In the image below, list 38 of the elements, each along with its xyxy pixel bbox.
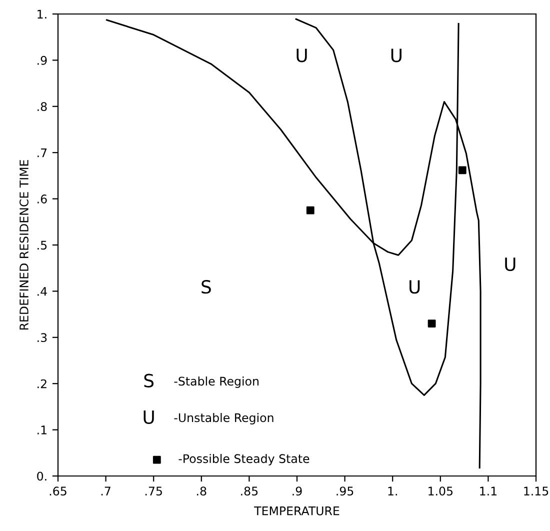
y-tick-label: .2 bbox=[38, 379, 46, 388]
y-tick-label: .3 bbox=[38, 333, 47, 342]
annotation: U bbox=[144, 410, 154, 424]
point bbox=[458, 166, 466, 174]
x-tick-label: 1. bbox=[388, 486, 397, 496]
x-tick-label: .85 bbox=[241, 486, 258, 496]
x-tick-label: .95 bbox=[336, 486, 354, 496]
y-tick-label: 0. bbox=[37, 472, 46, 481]
y-tick-label: .6 bbox=[38, 194, 47, 204]
annotation: U bbox=[410, 280, 420, 294]
annotation: -Stable Region bbox=[174, 376, 258, 388]
x-tick-label: 1.1 bbox=[480, 486, 496, 496]
x-tick-label: .75 bbox=[145, 486, 162, 496]
x-tick-label: 1.05 bbox=[428, 486, 453, 496]
legend-label: -Possible Steady State bbox=[178, 454, 310, 466]
y-tick-label: .1 bbox=[38, 426, 46, 434]
y-tick-label: .4 bbox=[38, 287, 47, 296]
y-axis-title: REDEFINED RESIDENCE TIME bbox=[20, 160, 28, 330]
line-series bbox=[106, 19, 482, 468]
annotation: U bbox=[505, 258, 516, 272]
annotation: -Unstable Region bbox=[174, 413, 274, 424]
y-tick-label: 1. bbox=[38, 10, 46, 18]
x-tick-label: .9 bbox=[292, 486, 302, 496]
y-tick-label: .7 bbox=[38, 148, 47, 158]
y-tick-label: .5 bbox=[38, 240, 47, 250]
x-axis-title: TEMPERATURE bbox=[254, 506, 340, 516]
annotation: U bbox=[391, 48, 402, 62]
x-tick-label: 1.15 bbox=[524, 486, 548, 496]
annotation: S bbox=[202, 280, 211, 294]
x-tick-label: .65 bbox=[50, 486, 66, 496]
x-tick-label: .7 bbox=[101, 486, 110, 496]
x-tick-label: .8 bbox=[197, 486, 206, 496]
point bbox=[306, 206, 314, 214]
y-tick-label: .8 bbox=[38, 102, 47, 112]
point bbox=[428, 320, 436, 328]
annotation: S bbox=[144, 374, 154, 388]
y-tick-label: .9 bbox=[38, 56, 47, 65]
annotation: U bbox=[296, 48, 307, 62]
